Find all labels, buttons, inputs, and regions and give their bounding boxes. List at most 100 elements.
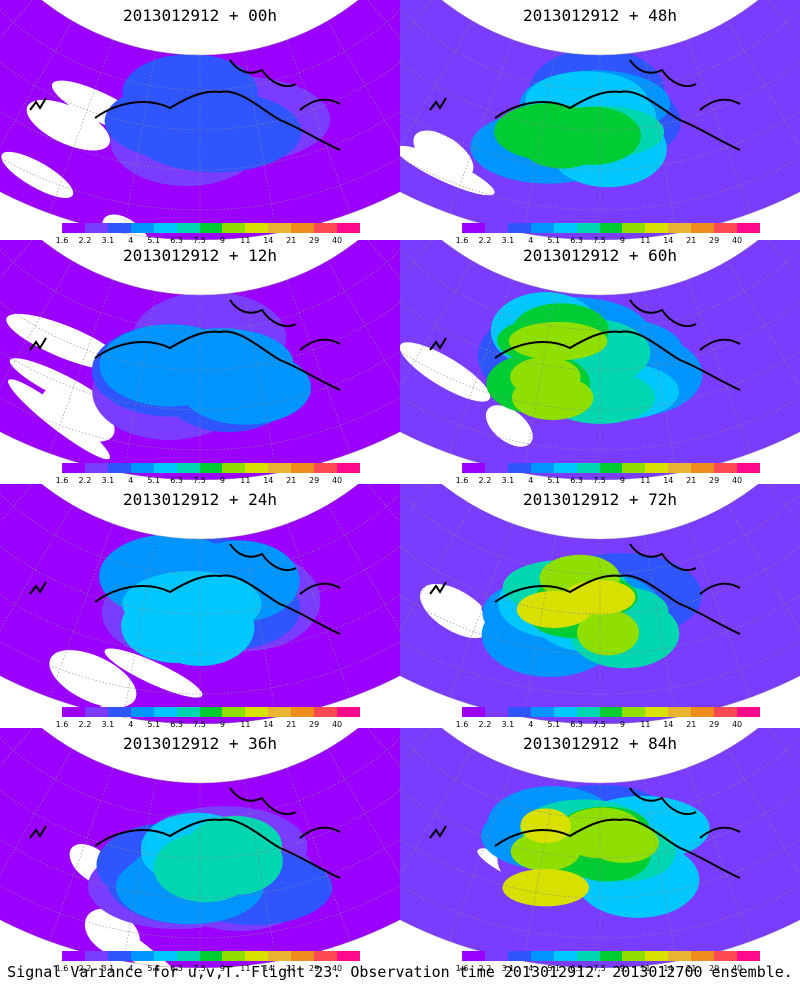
colorbar-tick-label: 7.5 — [593, 476, 606, 485]
graticule — [400, 240, 800, 480]
colorbar-tick-label: 5.1 — [147, 964, 161, 973]
colorbar-tick-label: 21 — [286, 476, 297, 485]
forecast-panel: 2013012912 + 72h 1.6 2.2 3.1 4 5.1 6.3 7.5 9 11 14… — [400, 484, 800, 729]
contour-map — [400, 728, 800, 968]
colorbar-tick-label: 11 — [240, 720, 251, 729]
colorbar-segment — [291, 951, 315, 961]
colorbar-segment — [507, 223, 532, 233]
map-field — [0, 240, 400, 480]
colorbar-tick-label: 2.2 — [78, 720, 92, 729]
forecast-panel: 2013012912 + 84h 1.6 2.2 3.1 4 5.1 6.3 7.5 9 11 14… — [400, 728, 800, 973]
colorbar-tick-label: 29 — [709, 964, 720, 973]
colorbar-segment — [484, 463, 509, 473]
colorbar-segment — [576, 951, 601, 961]
colorbar-tick-label: 2.2 — [78, 476, 92, 485]
contour-map — [0, 240, 400, 480]
colorbar-segment — [691, 463, 715, 473]
colorbar-segment — [507, 463, 532, 473]
panel-title: 2013012912 + 84h — [522, 734, 678, 753]
colorbar-segment — [714, 223, 738, 233]
colorbar-tick-label: 1.6 — [455, 236, 469, 245]
colorbar-tick-label: 11 — [240, 964, 251, 973]
colorbar-tick-label: 5.1 — [547, 964, 561, 973]
colorbar-tick-label: 9 — [619, 720, 625, 729]
map-field — [400, 0, 800, 240]
colorbar-tick-label: 1.6 — [455, 476, 469, 485]
colorbar-segment — [737, 951, 761, 961]
colorbar-tick-label: 40 — [731, 236, 743, 245]
colorbar-segment — [737, 223, 761, 233]
colorbar-segment — [130, 951, 155, 961]
colorbar-segment — [314, 463, 338, 473]
map-border — [0, 484, 400, 724]
colorbar-segment — [153, 951, 178, 961]
colorbar-tick-label: 40 — [331, 964, 343, 973]
colorbar-tick-label: 21 — [286, 236, 297, 245]
colorbar-tick-label: 6.3 — [570, 720, 583, 729]
colorbar-tick-label: 4 — [128, 964, 134, 973]
colorbar: 1.6 2.2 3.1 4 5.1 6.3 7.5 9 11 14 21 29 40 — [456, 951, 761, 973]
colorbar-tick-label: 14 — [663, 476, 674, 485]
colorbar-segment — [107, 463, 132, 473]
colorbar: 1.6 2.2 3.1 4 5.1 6.3 7.5 9 11 14 21 29 40 — [56, 951, 361, 973]
colorbar-segment — [153, 223, 178, 233]
forecast-panel: 2013012912 + 00h 1.6 2.2 3.1 4 5.1 6.3 7.5 9 11 14… — [0, 0, 400, 245]
panel-title: 2013012912 + 60h — [522, 246, 678, 265]
colorbar-segment — [245, 951, 269, 961]
colorbar-segment — [576, 223, 601, 233]
colorbar-tick-label: 11 — [640, 476, 651, 485]
colorbar-tick-label: 2.2 — [478, 720, 492, 729]
colorbar-segment — [507, 951, 532, 961]
forecast-panel: 2013012912 + 36h 1.6 2.2 3.1 4 5.1 6.3 7.5 9 11 14… — [0, 728, 400, 973]
coastline — [29, 543, 341, 635]
colorbar-segment — [62, 463, 86, 473]
colorbar-segment — [645, 951, 669, 961]
panel-title: 2013012912 + 00h — [122, 6, 278, 25]
panel-title: 2013012912 + 48h — [522, 6, 678, 25]
colorbar-segment — [645, 707, 669, 717]
colorbar-tick-label: 7.5 — [193, 476, 206, 485]
colorbar-segment — [107, 951, 132, 961]
colorbar-segment — [691, 951, 715, 961]
colorbar-segment — [268, 463, 292, 473]
colorbar-tick-label: 4 — [128, 720, 134, 729]
colorbar-tick-label: 29 — [309, 236, 320, 245]
colorbar-tick-label: 7.5 — [193, 964, 206, 973]
colorbar-tick-label: 29 — [709, 236, 720, 245]
colorbar-segment — [130, 223, 155, 233]
colorbar-tick-label: 29 — [309, 476, 320, 485]
colorbar-segment — [245, 223, 269, 233]
colorbar-tick-label: 6.3 — [570, 236, 583, 245]
colorbar-segment — [462, 223, 486, 233]
colorbar-tick-label: 4 — [528, 236, 534, 245]
colorbar-segment — [668, 463, 692, 473]
colorbar-tick-label: 3.1 — [501, 720, 515, 729]
colorbar-tick-label: 11 — [640, 236, 651, 245]
colorbar-tick-label: 6.3 — [170, 476, 183, 485]
colorbar-segment — [314, 707, 338, 717]
colorbar-segment — [462, 707, 486, 717]
contour-map — [0, 0, 400, 240]
colorbar-tick-label: 29 — [709, 476, 720, 485]
colorbar-tick-label: 6.3 — [570, 476, 583, 485]
colorbar-segment — [84, 951, 109, 961]
colorbar-tick-label: 5.1 — [547, 236, 561, 245]
colorbar-tick-label: 40 — [331, 476, 343, 485]
colorbar-segment — [107, 707, 132, 717]
contour-map — [0, 728, 400, 968]
colorbar-segment — [199, 707, 223, 717]
colorbar-tick-label: 3.1 — [501, 476, 515, 485]
colorbar-segment — [268, 707, 292, 717]
colorbar-segment — [62, 707, 86, 717]
map-border — [0, 0, 400, 240]
colorbar-segment — [622, 951, 646, 961]
colorbar-tick-label: 14 — [263, 476, 274, 485]
colorbar-tick-label: 9 — [619, 476, 625, 485]
colorbar: 1.6 2.2 3.1 4 5.1 6.3 7.5 9 11 14 21 29 40 — [56, 707, 361, 729]
colorbar-tick-label: 5.1 — [147, 236, 161, 245]
colorbar-segment — [714, 707, 738, 717]
colorbar-tick-label: 5.1 — [147, 720, 161, 729]
colorbar-segment — [245, 463, 269, 473]
colorbar-segment — [622, 707, 646, 717]
colorbar-tick-label: 1.6 — [55, 964, 69, 973]
